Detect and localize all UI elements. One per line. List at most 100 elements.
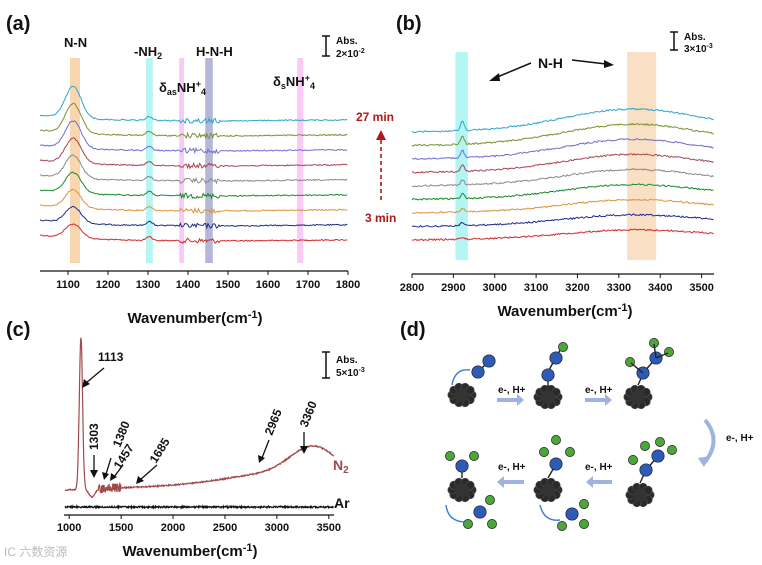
- panel-c-scale-label: Abs.: [336, 355, 358, 366]
- n-atom: [549, 351, 563, 365]
- spectrum-a-6: [39, 120, 348, 155]
- band-label-ds-nh4: δsNH+4: [273, 73, 315, 91]
- peak-label-1685: 1685: [147, 435, 173, 465]
- spectrum-b-8: [411, 107, 714, 134]
- tick-label-a-6: 1700: [296, 279, 320, 291]
- peak-arrow-2965: [261, 439, 270, 459]
- tick-label-c-2: 2000: [161, 522, 185, 534]
- band-a-1: [146, 58, 153, 263]
- h-atom: [579, 499, 589, 509]
- h-atom: [463, 519, 473, 529]
- h-atom: [558, 342, 568, 352]
- h-atom: [640, 441, 650, 451]
- bond: [630, 362, 644, 374]
- tick-label-a-2: 1300: [136, 279, 160, 291]
- spectrum-b-2: [411, 198, 714, 214]
- tick-label-a-1: 1200: [96, 279, 120, 291]
- tick-label-b-1: 2900: [441, 282, 465, 294]
- nh-label: N-H: [538, 55, 563, 71]
- panel-b: (b) 2800 2900 3000 3100 3200 3300 3400 3500 Wav…: [396, 13, 714, 320]
- band-a-2: [179, 58, 184, 263]
- panel-b-bands: [455, 52, 657, 260]
- h-atom: [469, 451, 479, 461]
- peak-label-1303: 1303: [87, 423, 101, 450]
- step-label-4: e-, H+: [585, 462, 613, 473]
- catalyst-3: [623, 384, 653, 410]
- n-atom: [565, 507, 579, 521]
- h-atom: [664, 347, 674, 357]
- series-label-n2: N2: [333, 457, 349, 476]
- band-a-3: [205, 58, 213, 263]
- tick-label-b-7: 3500: [689, 282, 713, 294]
- adsorption-arrow: [451, 369, 471, 386]
- n-atom: [482, 354, 496, 368]
- tick-label-c-0: 1000: [57, 522, 81, 534]
- spectrum-b-3: [411, 183, 714, 201]
- n-atom: [639, 463, 653, 477]
- panel-c-xlabel: Wavenumber(cm-1): [122, 542, 257, 560]
- step-label-1: e-, H+: [498, 385, 526, 396]
- step-arrow-2-head: [605, 394, 612, 406]
- tick-label-a-7: 1800: [336, 279, 360, 291]
- tick-label-c-1: 1500: [109, 522, 133, 534]
- spectrum-c-n2: [64, 337, 335, 498]
- nh-arrow-right-head: [604, 60, 614, 68]
- spectrum-c-ar: [64, 503, 335, 510]
- spectrum-b-5: [411, 152, 714, 174]
- nh-arrow-left-head: [489, 73, 500, 81]
- n-atom: [541, 368, 555, 382]
- panel-c-label: (c): [6, 319, 30, 341]
- catalyst-6: [447, 477, 477, 503]
- band-label-hnh: H-N-H: [196, 44, 233, 59]
- peak-arrow-1113: [85, 367, 105, 384]
- panel-d-label: (d): [400, 319, 426, 341]
- h-atom: [487, 519, 497, 529]
- n-atom: [549, 457, 563, 471]
- tick-label-b-6: 3400: [648, 282, 672, 294]
- panel-c-scale-value: 5×10-3: [336, 367, 365, 379]
- h-atom: [551, 435, 561, 445]
- spectrum-b-0: [411, 228, 714, 242]
- panel-b-scale-value: 3×10-3: [684, 43, 713, 55]
- spectrum-a-8: [39, 85, 348, 125]
- h-atom: [628, 455, 638, 465]
- peak-arrow-head-1303: [90, 470, 98, 478]
- band-label-das-nh4: δasNH+4: [159, 79, 206, 97]
- step-arrow-3-head: [698, 456, 710, 467]
- panel-c-ticks: 1000 1500 2000 2500 3000 3500: [57, 515, 341, 534]
- catalyst-5: [533, 477, 563, 503]
- n-atom: [651, 449, 665, 463]
- time-arrow-head: [376, 130, 386, 140]
- spectrum-a-0: [39, 223, 348, 245]
- bond: [653, 343, 657, 359]
- spectrum-b-1: [411, 213, 714, 228]
- h-atom: [655, 437, 665, 447]
- tick-label-a-5: 1600: [256, 279, 280, 291]
- step-arrow-5-head: [497, 476, 504, 488]
- spectrum-b-7: [411, 122, 714, 147]
- spectrum-b-4: [411, 168, 714, 188]
- band-b-0: [455, 52, 468, 260]
- nh-arrow-left: [494, 62, 532, 79]
- series-label-ar: Ar: [334, 495, 350, 511]
- time-label-top: 27 min: [356, 110, 394, 124]
- spectrum-a-1: [39, 205, 348, 230]
- panel-c-spectra: [64, 337, 335, 510]
- peak-arrow-head-1685: [136, 476, 144, 484]
- band-a-4: [297, 58, 304, 263]
- panel-a-scale-label: Abs.: [336, 36, 358, 47]
- panel-d: (d) e-, H+ e-, H+ e-, H+ e-, H+ e-, H+: [400, 319, 754, 531]
- panel-a-xlabel: Wavenumber(cm-1): [127, 309, 262, 327]
- peak-label-3360: 3360: [297, 399, 320, 429]
- tick-label-c-5: 3500: [317, 522, 341, 534]
- n-atom: [455, 459, 469, 473]
- panel-a: (a) 1100 1200 1300 1400 1500 1600 1700 1800 Wav…: [6, 13, 396, 327]
- step-arrow-4-head: [586, 476, 593, 488]
- panel-b-scale-label: Abs.: [684, 32, 706, 43]
- catalyst-4: [625, 482, 655, 508]
- panel-d-scheme: [445, 338, 716, 531]
- h-atom: [445, 451, 455, 461]
- h-atom: [539, 447, 549, 457]
- spectrum-a-7: [40, 102, 348, 140]
- band-label-n-n: N-N: [64, 35, 87, 50]
